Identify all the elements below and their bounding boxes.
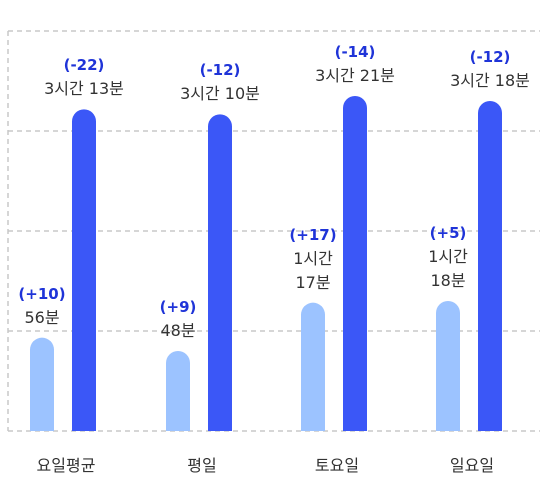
bar bbox=[436, 301, 460, 431]
bar bbox=[478, 101, 502, 431]
change-label: (+10) bbox=[18, 284, 66, 303]
change-label: (-12) bbox=[199, 61, 241, 80]
value-label-group: (+5) 1시간 18분 bbox=[418, 221, 478, 293]
value-label: 3시간 18분 bbox=[450, 71, 530, 90]
value-label: 3시간 13분 bbox=[44, 79, 124, 99]
value-label: 3시간 10분 bbox=[180, 84, 260, 104]
value-label-group: (+17) 1시간 17분 bbox=[283, 223, 343, 295]
value-label-group: (-12) 3시간 18분 bbox=[430, 45, 540, 93]
value-label-group: (-12) 3시간 10분 bbox=[160, 58, 280, 106]
change-label: (+17) bbox=[289, 225, 337, 244]
change-label: (-14) bbox=[334, 43, 376, 61]
value-label: 56분 bbox=[24, 307, 60, 327]
bar bbox=[208, 114, 232, 431]
bar bbox=[301, 302, 325, 431]
x-tick-label: 요일평균 bbox=[36, 456, 96, 475]
change-label: (+5) bbox=[429, 224, 467, 242]
change-label: (+9) bbox=[159, 298, 197, 316]
value-label-group: (+9) 48분 bbox=[148, 295, 208, 343]
value-label: 1시간 17분 bbox=[293, 248, 333, 292]
bar bbox=[343, 96, 367, 431]
value-label: 1시간 18분 bbox=[428, 247, 468, 290]
x-tick-label: 평일 bbox=[187, 456, 217, 475]
value-label: 48분 bbox=[160, 321, 196, 340]
value-label-group: (-14) 3시간 21분 bbox=[295, 40, 415, 88]
change-label: (-12) bbox=[469, 48, 511, 66]
value-label: 3시간 21분 bbox=[315, 66, 395, 85]
x-tick-label: 토요일 bbox=[314, 456, 360, 475]
value-label-group: (+10) 56분 bbox=[12, 282, 72, 330]
x-tick-label: 일요일 bbox=[449, 456, 495, 475]
bar bbox=[30, 337, 54, 431]
change-label: (-22) bbox=[63, 56, 105, 75]
bar bbox=[72, 109, 96, 431]
bar bbox=[166, 351, 190, 431]
value-label-group: (-22) 3시간 13분 bbox=[24, 53, 144, 101]
